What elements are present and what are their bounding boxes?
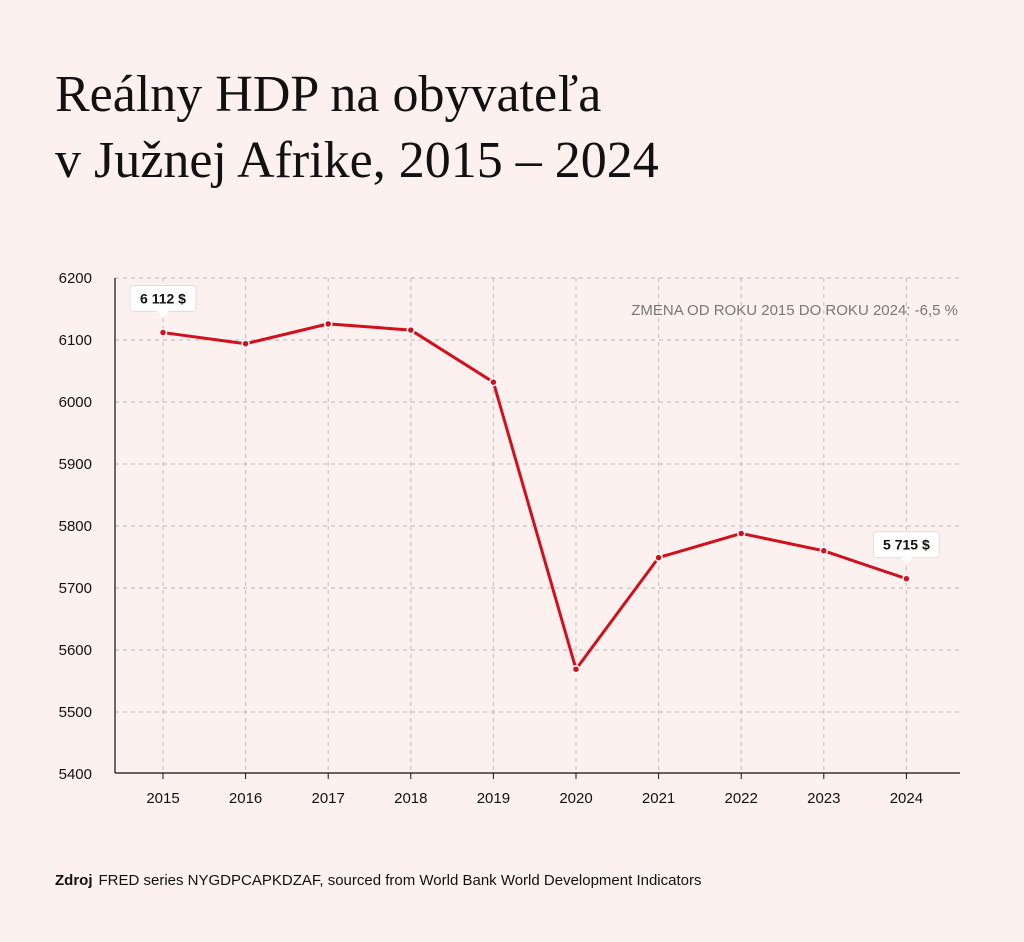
x-tick-label: 2023 bbox=[807, 790, 840, 807]
source-note: Zdroj FRED series NYGDPCAPKDZAF, sourced … bbox=[55, 872, 701, 889]
x-tick-label: 2024 bbox=[890, 790, 923, 807]
data-point bbox=[158, 328, 168, 337]
data-point bbox=[323, 319, 333, 329]
data-point bbox=[489, 377, 498, 387]
data-label-text: 6 112 $ bbox=[140, 291, 186, 307]
data-labels: 6 112 $ 5 715 $ bbox=[129, 285, 940, 564]
data-point bbox=[654, 553, 663, 562]
data-label-pointer bbox=[157, 311, 169, 318]
data-point bbox=[819, 546, 829, 556]
data-label-callout: 5 715 $ bbox=[872, 531, 940, 564]
data-label-text: 5 715 $ bbox=[883, 537, 930, 553]
series-line bbox=[162, 322, 907, 671]
data-point bbox=[736, 529, 746, 538]
title-line-1: Reálny HDP na obyvateľa bbox=[55, 66, 602, 123]
series-line-group bbox=[158, 319, 911, 674]
y-tick-label: 5500 bbox=[59, 704, 92, 721]
x-tick-label: 2022 bbox=[725, 790, 758, 807]
data-point bbox=[571, 664, 581, 674]
y-tick-label: 5900 bbox=[59, 456, 92, 473]
y-tick-label: 5600 bbox=[59, 642, 92, 659]
x-tick-label: 2019 bbox=[477, 790, 510, 807]
y-tick-label: 6100 bbox=[59, 332, 92, 349]
data-label-pointer bbox=[900, 557, 913, 564]
x-tick-label: 2016 bbox=[229, 790, 262, 807]
data-label-callout: 6 112 $ bbox=[129, 285, 197, 318]
data-point bbox=[406, 325, 416, 335]
y-tick-label: 5700 bbox=[59, 580, 92, 597]
x-tick-label: 2017 bbox=[312, 790, 345, 807]
x-tick-label: 2018 bbox=[394, 790, 427, 807]
chart-title: Reálny HDP na obyvateľa v Južnej Afrike,… bbox=[55, 62, 659, 194]
source-text: FRED series NYGDPCAPKDZAF, sourced from … bbox=[98, 872, 702, 889]
y-tick-label: 6000 bbox=[59, 394, 92, 411]
source-label: Zdroj bbox=[55, 872, 93, 889]
axes bbox=[114, 278, 960, 779]
data-point bbox=[902, 574, 911, 583]
y-tick-label: 5400 bbox=[59, 766, 92, 783]
change-annotation: ZMENA OD ROKU 2015 DO ROKU 2024: -6,5 % bbox=[631, 302, 958, 319]
x-tick-label: 2015 bbox=[146, 790, 179, 807]
y-tick-label: 5800 bbox=[59, 518, 92, 535]
tick-labels: 5400 5500 5600 5700 5800 5900 6000 6100 6200 2015… bbox=[59, 270, 923, 807]
y-tick-label: 6200 bbox=[59, 270, 92, 287]
data-point bbox=[241, 339, 250, 348]
x-tick-label: 2021 bbox=[642, 790, 675, 807]
x-tick-label: 2020 bbox=[559, 790, 592, 807]
title-line-2: v Južnej Afrike, 2015 – 2024 bbox=[55, 132, 659, 189]
grid bbox=[115, 277, 960, 773]
